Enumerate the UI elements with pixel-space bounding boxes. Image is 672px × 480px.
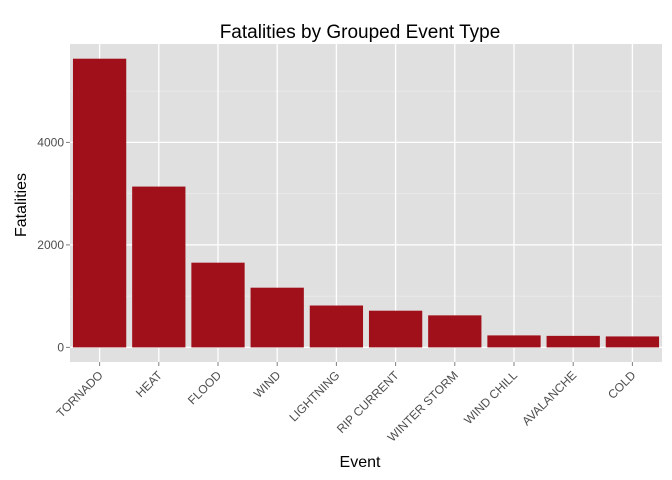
y-axis: 0 2000 4000: [37, 135, 70, 354]
bars: [72, 58, 660, 348]
bar: [72, 58, 127, 348]
x-tick-label: WIND CHILL: [461, 368, 520, 427]
x-axis-title: Event: [340, 454, 381, 471]
x-tick-label: HEAT: [133, 368, 165, 400]
chart-title: Fatalities by Grouped Event Type: [220, 22, 501, 43]
bar: [191, 262, 245, 348]
x-tick-label: AVALANCHE: [519, 368, 579, 428]
bar: [546, 335, 600, 348]
bar: [309, 305, 364, 348]
bar: [132, 186, 186, 348]
bar: [487, 335, 541, 348]
bar: [428, 315, 482, 348]
bar: [368, 310, 423, 348]
x-tick-label: TORNADO: [54, 368, 106, 420]
x-tick-label: WIND: [251, 368, 284, 401]
x-tick-label: FLOOD: [185, 368, 224, 407]
bar: [250, 287, 304, 348]
y-axis-title: Fatalities: [13, 173, 30, 237]
y-tick-label: 2000: [37, 238, 64, 252]
x-tick-label: RIP CURRENT: [334, 368, 402, 436]
x-tick-label: COLD: [605, 368, 639, 402]
bar: [605, 336, 660, 348]
y-tick-label: 4000: [37, 135, 64, 149]
x-tick-label: LIGHTNING: [286, 368, 342, 424]
y-tick-label: 0: [57, 340, 64, 354]
